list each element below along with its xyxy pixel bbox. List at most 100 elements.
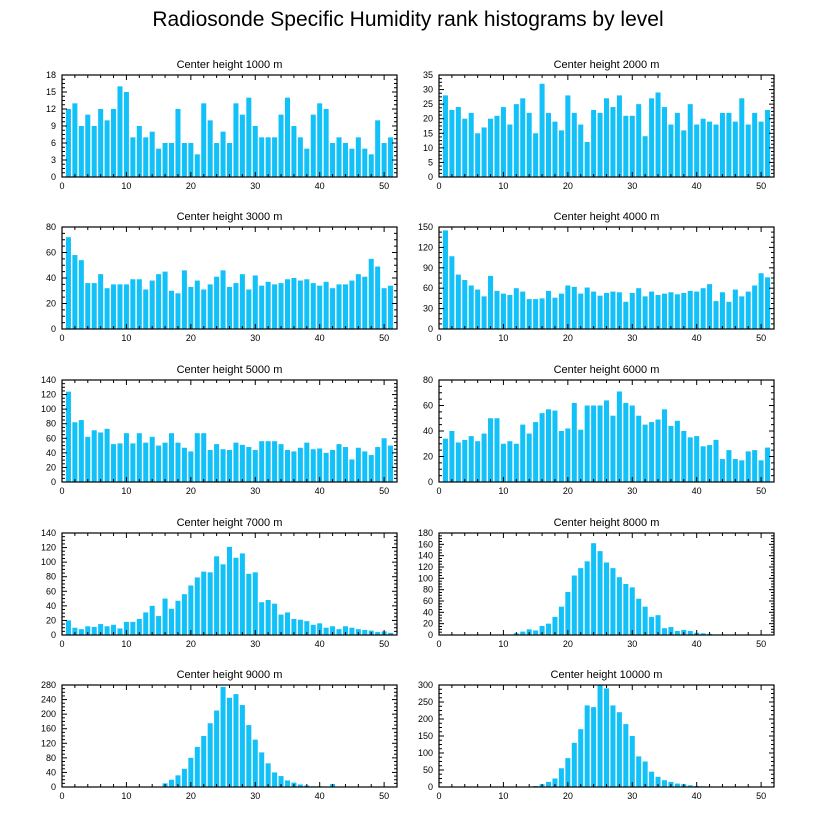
histogram-bar bbox=[565, 95, 571, 177]
histogram-bar bbox=[507, 124, 513, 177]
histogram-bar bbox=[233, 103, 239, 177]
histogram-bar bbox=[642, 606, 648, 635]
histogram-bar bbox=[136, 433, 142, 482]
x-tick-label: 30 bbox=[627, 486, 637, 496]
histogram-bar bbox=[310, 449, 316, 482]
histogram-bar bbox=[381, 288, 387, 329]
histogram-bar bbox=[739, 98, 745, 177]
histogram-bar bbox=[246, 97, 252, 177]
histogram-bar bbox=[368, 258, 374, 329]
histogram-bar bbox=[214, 276, 220, 329]
histogram-bar bbox=[175, 442, 181, 482]
histogram-bar bbox=[668, 124, 674, 177]
histogram-bar bbox=[310, 114, 316, 177]
histogram-bar bbox=[226, 143, 233, 177]
x-tick-label: 10 bbox=[498, 791, 508, 801]
histogram-bar bbox=[668, 627, 674, 635]
histogram-bar bbox=[375, 266, 381, 329]
histogram-bar bbox=[297, 619, 303, 635]
histogram-bar bbox=[246, 573, 252, 635]
histogram-panel: Center height 2000 m 0 10 20 30 40 50 0 5 10 15 20 2… bbox=[423, 59, 775, 191]
histogram-bar bbox=[130, 621, 136, 635]
histogram-bar bbox=[207, 723, 213, 787]
histogram-bar bbox=[565, 285, 571, 329]
histogram-bar bbox=[388, 137, 394, 177]
histogram-bar bbox=[481, 127, 487, 177]
histogram-bar bbox=[272, 772, 278, 787]
histogram-bar bbox=[265, 441, 271, 482]
histogram-bar bbox=[323, 109, 329, 177]
histogram-bar bbox=[175, 775, 181, 787]
histogram-bar bbox=[565, 758, 571, 787]
histogram-bar bbox=[259, 285, 265, 329]
histogram-bar bbox=[533, 630, 539, 635]
x-tick-label: 30 bbox=[627, 791, 637, 801]
histogram-bar bbox=[610, 415, 616, 482]
histogram-bar bbox=[552, 121, 558, 177]
histogram-bar bbox=[661, 293, 667, 329]
histogram-bar bbox=[342, 447, 348, 482]
histogram-bar bbox=[687, 437, 693, 482]
y-tick-label: 80 bbox=[46, 419, 56, 429]
histogram-bar bbox=[220, 449, 226, 482]
histogram-bar bbox=[220, 270, 226, 329]
y-tick-label: 60 bbox=[423, 283, 433, 293]
x-tick-label: 0 bbox=[59, 486, 64, 496]
histogram-bar bbox=[655, 92, 661, 177]
histogram-bar bbox=[220, 686, 226, 787]
histogram-bar bbox=[642, 296, 648, 329]
histogram-bar bbox=[597, 551, 603, 635]
histogram-bar bbox=[156, 445, 162, 482]
y-tick-label: 9 bbox=[51, 121, 56, 131]
histogram-bar bbox=[284, 780, 290, 787]
histogram-bar bbox=[123, 433, 129, 482]
y-tick-label: 60 bbox=[46, 586, 56, 596]
histogram-bar bbox=[681, 292, 687, 329]
x-tick-label: 10 bbox=[121, 486, 131, 496]
histogram-bar bbox=[597, 295, 603, 329]
x-tick-label: 30 bbox=[250, 486, 260, 496]
histogram-bar bbox=[558, 431, 564, 482]
y-tick-label: 0 bbox=[51, 172, 56, 182]
y-tick-label: 140 bbox=[41, 375, 56, 385]
x-tick-label: 10 bbox=[121, 333, 131, 343]
histogram-bar bbox=[520, 631, 526, 635]
histogram-bar bbox=[455, 274, 461, 329]
histogram-bar bbox=[65, 391, 71, 482]
histogram-bar bbox=[539, 413, 545, 482]
histogram-bar bbox=[123, 92, 129, 177]
x-tick-label: 30 bbox=[627, 181, 637, 191]
y-tick-label: 280 bbox=[41, 680, 56, 690]
histogram-bar bbox=[117, 86, 123, 177]
histogram-bar bbox=[362, 148, 368, 177]
histogram-bar bbox=[304, 442, 310, 482]
histogram-bar bbox=[629, 587, 635, 635]
histogram-bar bbox=[117, 628, 123, 635]
histogram-bar bbox=[349, 459, 355, 482]
histogram-panel: Center height 8000 m0 10 20 30 40 50020406080… bbox=[418, 517, 775, 649]
histogram-bar bbox=[552, 778, 558, 787]
histogram-bar bbox=[323, 281, 329, 329]
histogram-bar bbox=[649, 771, 655, 787]
histogram-bar bbox=[130, 137, 136, 177]
histogram-bar bbox=[181, 594, 187, 635]
y-tick-label: 80 bbox=[46, 222, 56, 232]
histogram-bar bbox=[539, 625, 545, 635]
y-tick-label: 180 bbox=[418, 528, 433, 538]
y-tick-label: 80 bbox=[46, 753, 56, 763]
histogram-bar bbox=[143, 289, 149, 329]
histogram-bar bbox=[272, 603, 278, 635]
histogram-bar bbox=[520, 424, 526, 482]
histogram-bar bbox=[162, 143, 168, 177]
histogram-bar bbox=[558, 130, 564, 177]
histogram-bar bbox=[381, 143, 387, 177]
x-tick-label: 30 bbox=[627, 333, 637, 343]
histogram-bar bbox=[259, 137, 265, 177]
y-tick-label: 25 bbox=[423, 99, 433, 109]
x-tick-label: 50 bbox=[379, 486, 389, 496]
histogram-bar bbox=[78, 629, 84, 635]
histogram-bar bbox=[732, 459, 738, 482]
histogram-bar bbox=[111, 284, 117, 329]
histogram-bar bbox=[565, 428, 571, 482]
histogram-bar bbox=[78, 420, 84, 482]
